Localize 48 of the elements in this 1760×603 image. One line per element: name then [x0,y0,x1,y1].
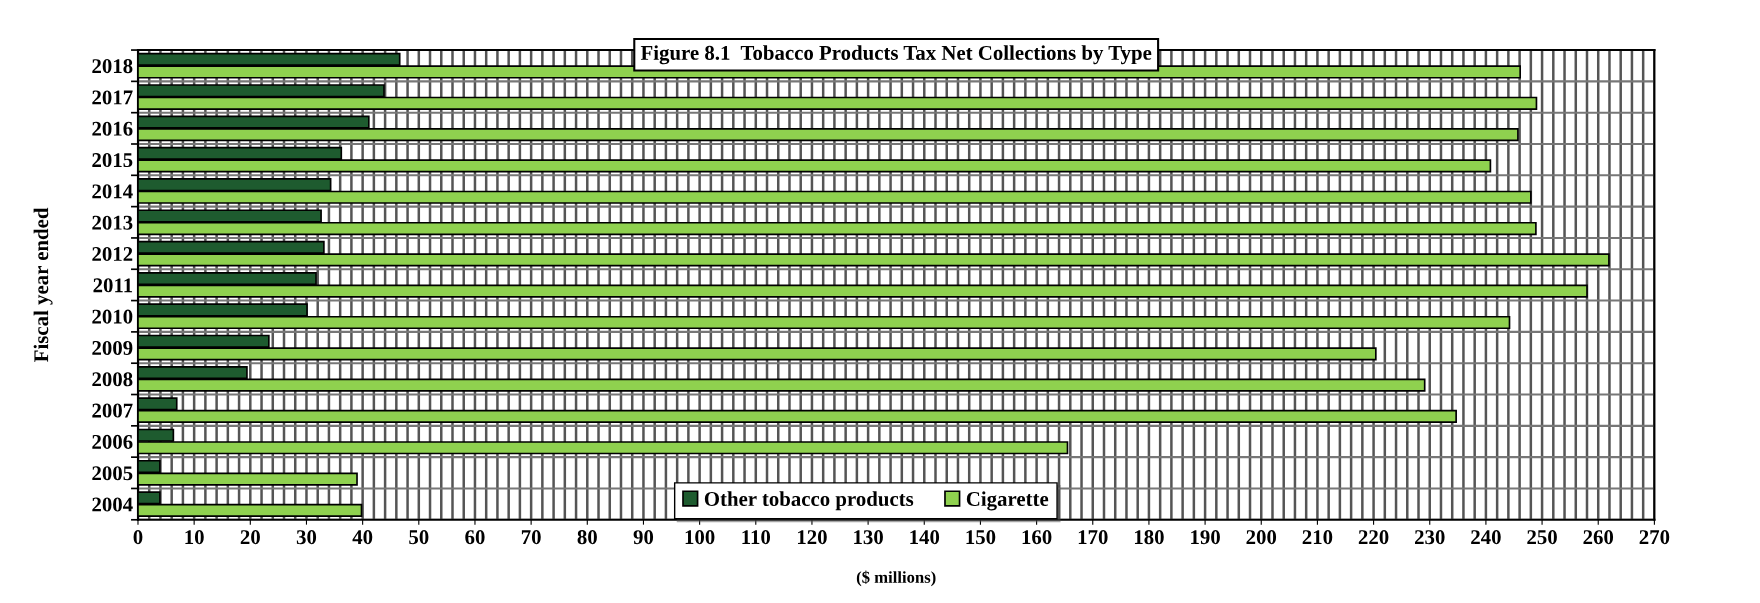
x-tick-label: 80 [577,530,597,545]
x-tick-label: 190 [1191,530,1220,545]
x-tick-label: 140 [910,530,940,545]
chart-title: Figure 8.1 Tobacco Products Tax Net Collections by Type [640,45,1152,65]
y-tick-label: 2011 [93,278,133,293]
y-tick-label: 2017 [92,90,133,105]
y-tick-label: 2015 [92,153,133,168]
y-tick-label: 2005 [92,466,133,481]
x-tick-label: 210 [1302,530,1333,545]
x-tick-label: 40 [352,530,373,545]
x-tick-label: 170 [1078,530,1108,545]
x-tick-label: 240 [1471,530,1501,545]
x-tick-label: 90 [633,530,654,545]
y-tick-label: 2016 [92,121,133,136]
x-tick-label: 150 [966,530,996,545]
y-tick-label: 2014 [92,184,133,199]
x-tick-label: 120 [797,530,827,545]
x-tick-label: 260 [1583,530,1614,545]
x-tick-label: 20 [240,530,260,545]
y-tick-label: 2004 [92,497,133,512]
x-tick-label: 100 [685,530,715,545]
y-tick-label: 2018 [92,59,133,74]
legend-label: Other tobacco products [704,491,914,511]
x-tick-label: 30 [296,530,317,545]
x-tick-label: 110 [742,530,771,545]
y-tick-label: 2012 [92,246,133,262]
x-tick-label: 180 [1134,530,1164,545]
y-tick-label: 2006 [92,434,133,449]
y-tick-label: 2007 [92,403,133,418]
x-tick-label: 130 [854,530,883,545]
y-tick-label: 2008 [92,372,133,387]
y-tick-label: 2010 [92,309,133,324]
y-tick-label: 2009 [92,340,133,355]
y-axis-title: Fiscal year ended [33,207,53,362]
x-tick-label: 70 [521,530,541,545]
x-tick-label: 250 [1527,530,1557,545]
x-tick-label: 50 [409,530,429,545]
x-tick-label: 230 [1415,530,1445,545]
x-tick-label: 220 [1358,530,1389,545]
x-tick-label: 270 [1639,530,1670,545]
x-tick-label: 60 [465,530,485,545]
x-tick-label: 10 [185,530,204,545]
x-tick-label: 0 [133,530,143,545]
x-axis-title: ($ millions) [856,570,936,587]
legend-label: Cigarette [966,491,1049,511]
y-tick-label: 2013 [92,215,133,230]
x-tick-label: 160 [1022,530,1052,545]
x-tick-label: 200 [1246,530,1277,545]
